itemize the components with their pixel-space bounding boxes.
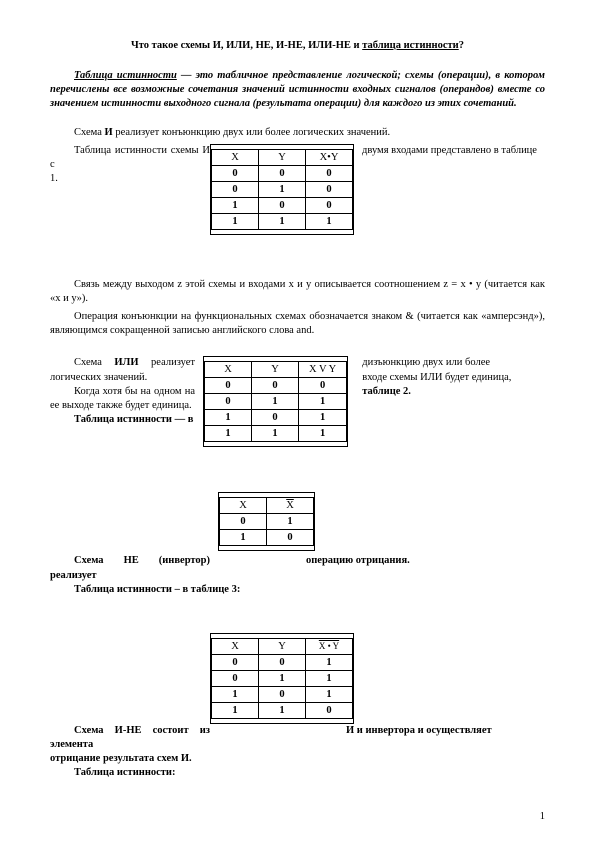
definition-term: Таблица истинности <box>74 70 177 81</box>
or-l1b: ИЛИ <box>114 357 138 368</box>
not-section: XX0110 <box>50 492 545 554</box>
nand-right: И и инвертора и осуществляет <box>346 724 545 752</box>
or-left1: Схема ИЛИ реализует логических значений. <box>50 356 195 384</box>
or-l1a: Схема <box>74 357 114 368</box>
or-right3: таблице 2. <box>362 385 545 399</box>
and-right-line: двумя входами представлено в таблице <box>354 144 545 158</box>
title-suffix: ? <box>459 40 464 51</box>
definition-paragraph: Таблица истинности — это табличное предс… <box>50 69 545 112</box>
and-text-left: Таблица истинности схемы И с 1. <box>50 144 210 187</box>
or-left2: Когда хотя бы на одном на ее выходе такж… <box>50 385 195 413</box>
and-left-line: Таблица истинности схемы И с <box>50 144 210 172</box>
nand-line2: отрицание результата схем И. <box>50 752 545 766</box>
or-left3: Таблица истинности — в <box>50 413 195 427</box>
and-text1: Схема <box>74 127 105 138</box>
not-truth-table: XX0110 <box>219 497 314 546</box>
or-right1: дизъюнкцию двух или более <box>362 356 545 370</box>
or-section: Схема ИЛИ реализует логических значений.… <box>50 356 545 450</box>
title-prefix: Что такое схемы И, ИЛИ, НЕ, И-НЕ, ИЛИ-НЕ… <box>131 40 362 51</box>
and-truth-table: XYX•Y000010100111 <box>211 149 353 230</box>
or-right2: входе схемы ИЛИ будет единица, <box>362 371 545 385</box>
title-underlined: таблица истинности <box>362 40 459 51</box>
and-num: 1. <box>50 172 210 186</box>
and-table-wrapper: XYX•Y000010100111 <box>210 144 354 238</box>
nand-left: Схема И-НЕ состоит из элемента <box>50 724 210 752</box>
nand-table-wrapper: XYX • Y001011101110 <box>50 633 545 724</box>
page-number: 1 <box>540 811 545 822</box>
and-bold: И <box>105 127 113 138</box>
and-text1-rest: реализует конъюнкцию двух или более логи… <box>113 127 390 138</box>
page-title: Что такое схемы И, ИЛИ, НЕ, И-НЕ, ИЛИ-НЕ… <box>50 40 545 51</box>
or-truth-table: XYX V Y000011101111 <box>204 361 347 442</box>
not-left: Схема НЕ (инвертор) реализует <box>50 554 210 582</box>
not-right: операцию отрицания. <box>306 554 410 582</box>
and-relation: Связь между выходом z этой схемы и входа… <box>50 278 545 306</box>
and-ampersand: Операция конъюнкции на функциональных сх… <box>50 310 545 338</box>
and-intro: Схема И реализует конъюнкцию двух или бо… <box>50 126 545 140</box>
nand-tab-label: Таблица истинности: <box>50 766 545 780</box>
not-tab-label: Таблица истинности – в таблице 3: <box>50 583 545 597</box>
nand-truth-table: XYX • Y001011101110 <box>211 638 353 719</box>
